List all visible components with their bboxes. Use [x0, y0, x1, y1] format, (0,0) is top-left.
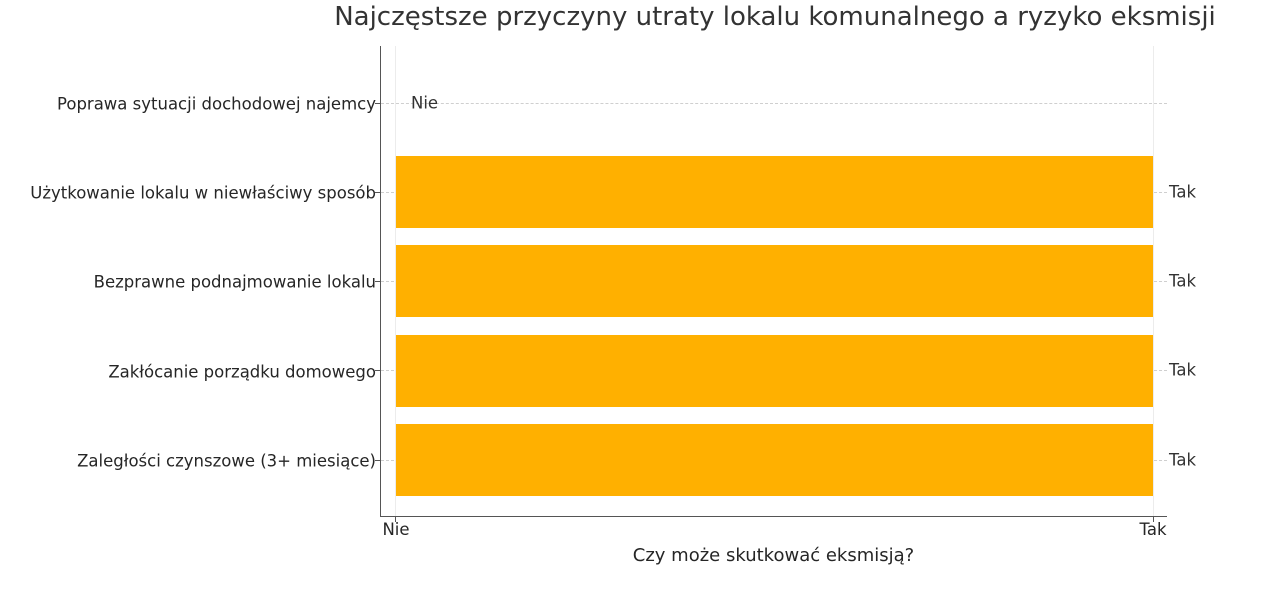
y-label-bezprawne-podnajmowanie: Bezprawne podnajmowanie lokalu: [93, 272, 376, 292]
y-label-zaleglosci-czynszowe: Zaległości czynszowe (3+ miesiące): [77, 451, 376, 471]
x-tick-nie: [395, 517, 396, 522]
x-tick-label-tak: Tak: [1139, 520, 1167, 539]
bar-uzytkowanie-lokalu: [396, 156, 1153, 228]
y-tick: [375, 103, 380, 104]
x-axis-label: Czy może skutkować eksmisją?: [632, 545, 915, 566]
y-label-uzytkowanie-lokalu: Użytkowanie lokalu w niewłaściwy sposób: [30, 183, 376, 203]
y-tick: [375, 281, 380, 282]
y-axis-spine: [380, 46, 382, 517]
value-label-poprawa-sytuacji: Nie: [411, 93, 439, 113]
hgrid-line: [381, 103, 1167, 104]
value-label-zaklocanie-porzadku: Tak: [1169, 360, 1197, 380]
value-label-uzytkowanie-lokalu: Tak: [1169, 182, 1197, 202]
value-label-bezprawne-podnajmowanie: Tak: [1169, 271, 1197, 291]
y-tick: [375, 370, 380, 371]
bar-zaleglosci-czynszowe: [396, 424, 1153, 496]
y-tick: [375, 460, 380, 461]
chart-title: Najczęstsze przyczyny utraty lokalu komu…: [334, 2, 1216, 32]
value-label-zaleglosci-czynszowe: Tak: [1169, 450, 1197, 470]
x-tick-tak: [1153, 517, 1154, 522]
y-tick: [375, 192, 380, 193]
x-axis-spine: [380, 516, 1167, 518]
y-label-zaklocanie-porzadku: Zakłócanie porządku domowego: [108, 362, 376, 382]
x-tick-label-nie: Nie: [382, 520, 410, 539]
y-label-poprawa-sytuacji: Poprawa sytuacji dochodowej najemcy: [56, 94, 376, 114]
bar-zaklocanie-porzadku: [396, 335, 1153, 407]
bar-bezprawne-podnajmowanie: [396, 245, 1153, 317]
